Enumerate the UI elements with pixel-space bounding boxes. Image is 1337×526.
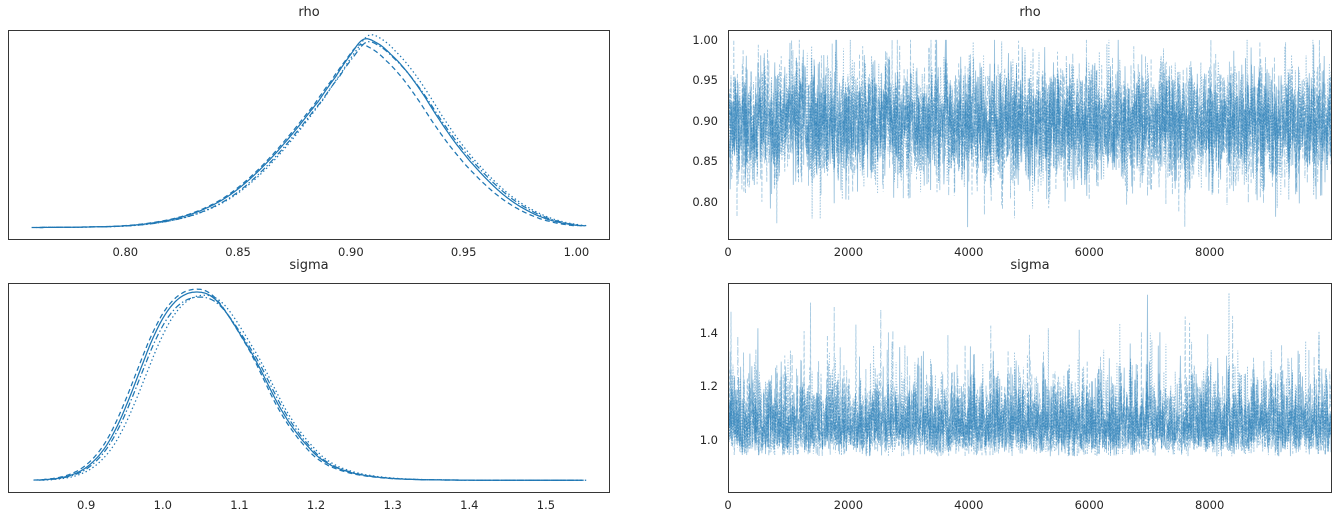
- trace-chain-3-dotted-line: [729, 39, 1331, 219]
- x-tick-label: 0.85: [225, 245, 251, 259]
- plot-title-sigma-trace: sigma: [1010, 258, 1050, 273]
- kde-chain-1-dashed-line: [33, 288, 579, 481]
- kde-chain-0-solid-line: [36, 38, 582, 229]
- chart-canvas: [729, 39, 1331, 228]
- plot-area-rho-posterior: [8, 30, 610, 240]
- plot-area-sigma-trace: [728, 283, 1332, 493]
- y-tick-label: 1.0: [699, 433, 718, 447]
- trace-chain-2-dashdot-line: [729, 39, 1331, 219]
- x-tick-label: 4000: [954, 245, 984, 259]
- trace-chain-1-dashed-line: [729, 302, 1331, 457]
- x-tick-label: 4000: [954, 498, 984, 512]
- y-tick-label: 0.80: [692, 194, 718, 209]
- x-tick-label: 8000: [1195, 245, 1225, 259]
- x-tick-label: 0: [724, 245, 732, 259]
- x-tick-label: 1.1: [230, 498, 249, 512]
- x-tick-label: 1.4: [460, 498, 479, 512]
- trace-chain-3-dotted-line: [729, 292, 1331, 457]
- subplot-rho-posterior: rho 0.80 0.85 0.90 0.95 1.00: [8, 5, 610, 259]
- kde-chain-2-dashdot-line: [38, 296, 584, 481]
- x-tick-label: 1.0: [153, 498, 172, 512]
- kde-chain-1-dashed-line: [31, 44, 578, 229]
- trace-chain-1-dashed-line: [729, 39, 1331, 227]
- x-tick-label: 2000: [833, 245, 864, 259]
- x-tick-label: 0.80: [112, 245, 139, 259]
- trace-chain-0-solid-line: [729, 294, 1331, 457]
- x-tick-label: 0.95: [450, 245, 477, 259]
- chart-canvas: [33, 288, 588, 481]
- x-tick-label: 8000: [1195, 498, 1225, 512]
- x-tick-label: 0: [724, 498, 732, 512]
- y-tick-label: 0.85: [692, 154, 718, 169]
- chart-canvas: [729, 292, 1331, 457]
- plot-title-rho-posterior: rho: [298, 5, 320, 20]
- subplot-sigma-trace: sigma 0 2000 4000 6000 8000 1.0 1.2 1.4: [700, 258, 1332, 512]
- x-tick-label: 0.90: [338, 245, 364, 259]
- plot-title-rho-trace: rho: [1019, 5, 1041, 20]
- plot-area-sigma-posterior: [8, 283, 610, 493]
- x-tick-label: 1.00: [563, 245, 590, 259]
- kde-chain-3-dotted-line: [41, 34, 588, 229]
- x-tick-label: 0.9: [77, 498, 96, 512]
- trace-chain-0-solid-line: [729, 39, 1331, 228]
- subplot-rho-trace: rho 0 2000 4000 6000 8000 0.80 0.85 0.90 0.95 1.0…: [692, 5, 1332, 259]
- y-tick-label: 0.95: [692, 73, 718, 88]
- kde-chain-0-solid-line: [36, 291, 582, 481]
- subplot-sigma-posterior: sigma 0.9 1.0 1.1 1.2 1.3 1.4 1.5: [8, 258, 610, 512]
- x-tick-label: 6000: [1074, 498, 1104, 512]
- y-tick-label: 1.2: [699, 379, 718, 394]
- y-tick-label: 1.4: [699, 325, 718, 340]
- trace-chain-2-dashdot-line: [729, 306, 1331, 457]
- chart-canvas: [31, 34, 588, 229]
- x-tick-label: 1.3: [383, 498, 402, 512]
- plot-area-rho-trace: [728, 30, 1332, 240]
- x-tick-label: 6000: [1074, 245, 1104, 259]
- y-tick-label: 0.90: [692, 113, 718, 128]
- plot-title-sigma-posterior: sigma: [289, 258, 329, 273]
- x-tick-label: 1.2: [306, 498, 326, 512]
- x-tick-label: 2000: [833, 498, 864, 512]
- y-tick-label: 1.00: [692, 32, 718, 47]
- x-tick-label: 1.5: [536, 498, 556, 512]
